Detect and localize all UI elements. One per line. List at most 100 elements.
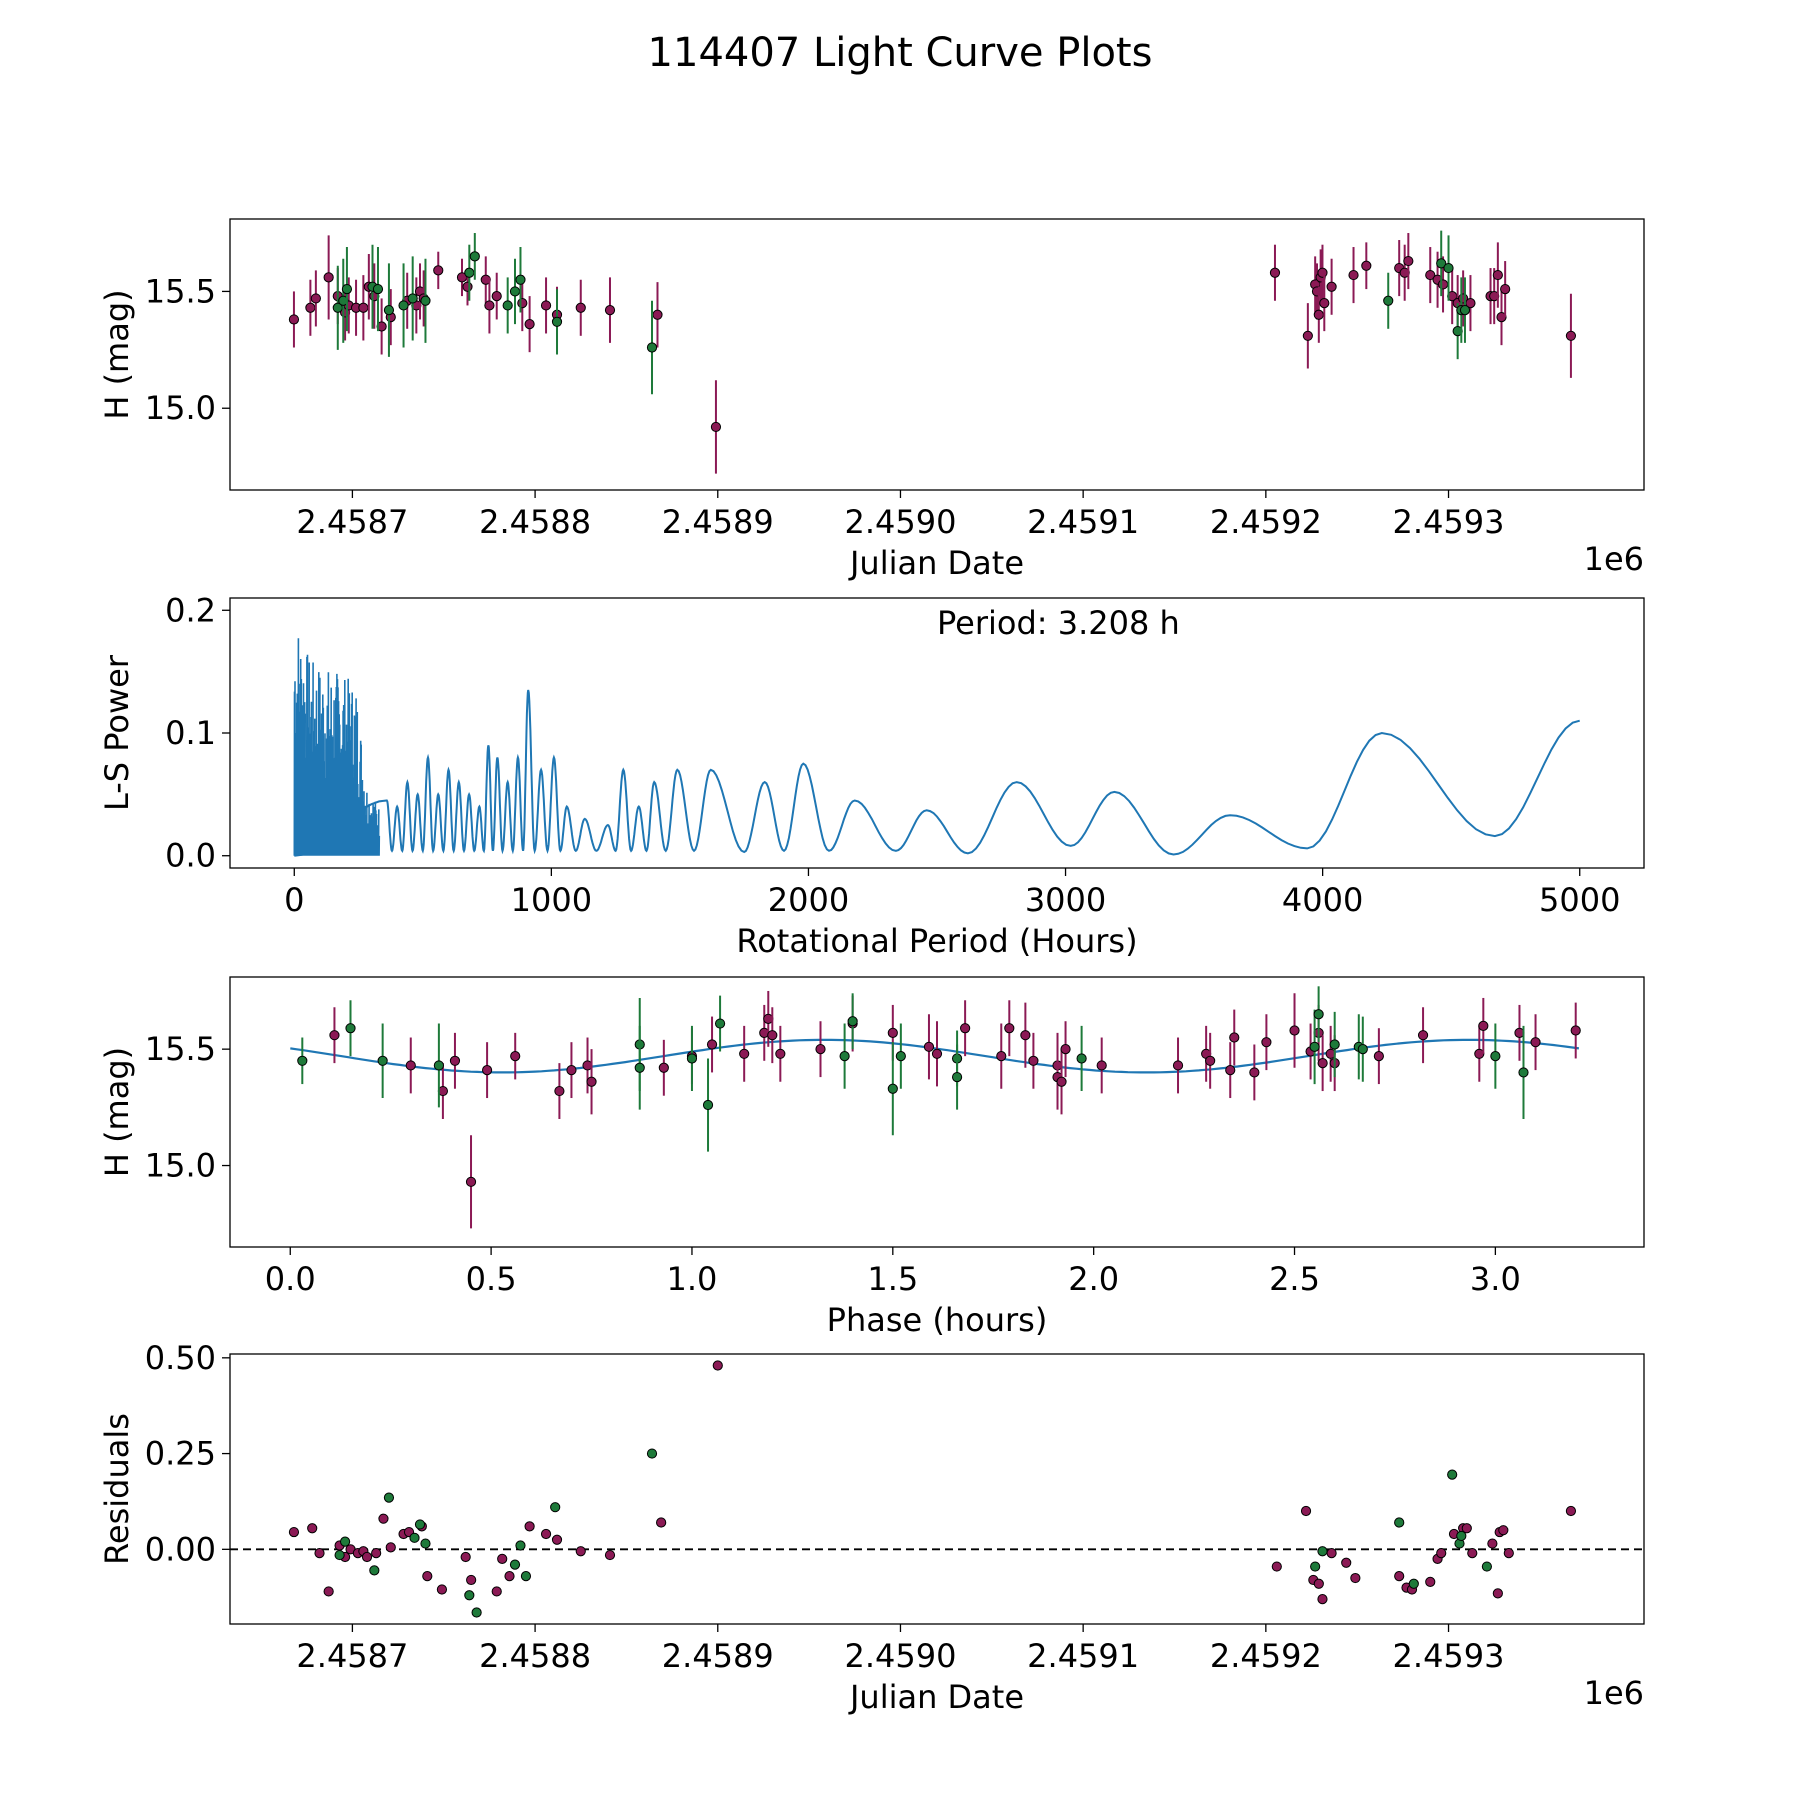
lightcurve-point-purple (1361, 260, 1372, 271)
lightcurve-point-purple (323, 272, 334, 283)
phased-point-green (895, 1051, 906, 1062)
lightcurve-point-purple (491, 290, 502, 302)
phased-point-green (887, 1083, 898, 1094)
lightcurve-point-purple (1302, 330, 1313, 341)
phased-point-green (951, 1071, 963, 1083)
lightcurve-xtick-label: 2.4588 (479, 503, 591, 541)
residuals-point-green (1408, 1578, 1419, 1589)
phased-point-purple (1020, 1030, 1031, 1041)
phased-point-purple (449, 1055, 461, 1066)
residuals-point-green (464, 1590, 475, 1601)
phased-point-purple (960, 1023, 971, 1034)
phased-point-purple (1225, 1065, 1236, 1076)
periodogram-ytick-label: 0.0 (165, 837, 216, 875)
phased-point-purple (586, 1076, 597, 1087)
periodogram-xtick-label: 3000 (1025, 881, 1106, 919)
residuals-point-purple (378, 1513, 389, 1524)
phased-point-purple (510, 1051, 521, 1062)
residuals-ytick-label: 0.25 (145, 1435, 216, 1473)
residuals-point-purple (1565, 1505, 1577, 1517)
phased-point-green (297, 1055, 308, 1066)
phased-point-green (686, 1053, 698, 1064)
figure-title: 114407 Light Curve Plots (648, 30, 1153, 76)
phased-point-purple (815, 1044, 826, 1055)
residuals-point-purple (1394, 1571, 1405, 1582)
phased-point-purple (1028, 1055, 1039, 1066)
periodogram-xlabel: Rotational Period (Hours) (736, 922, 1137, 960)
residuals-point-purple (1492, 1588, 1503, 1599)
residuals-point-purple (323, 1586, 334, 1597)
phased-point-purple (1289, 1025, 1300, 1036)
periodogram-xtick-label: 0 (284, 881, 304, 919)
residuals-point-green (369, 1565, 380, 1576)
phased-point-green (1518, 1067, 1529, 1078)
residuals-point-green (383, 1492, 395, 1503)
residuals-point-purple (1300, 1505, 1312, 1517)
residuals-point-purple (524, 1521, 535, 1532)
phased-point-green (634, 1062, 645, 1073)
residuals-point-green (550, 1502, 561, 1513)
phased-xtick-label: 2.0 (1068, 1260, 1119, 1298)
phased-point-purple (1317, 1058, 1328, 1069)
lightcurve-point-green (469, 251, 480, 262)
lightcurve-point-purple (1492, 269, 1503, 281)
residuals-point-purple (1436, 1548, 1447, 1559)
lightcurve-point-purple (462, 281, 473, 292)
lightcurve-point-purple (484, 300, 495, 311)
lightcurve-point-green (509, 286, 521, 297)
phased-point-purple (1172, 1060, 1184, 1071)
residuals-point-green (509, 1559, 521, 1570)
residuals-point-green (420, 1538, 431, 1549)
periodogram-annotation: Period: 3.208 h (937, 604, 1180, 642)
plots-container: 2.4587 2.4588 2.4589 2.4590 2.4591 2.4592 2.45… (98, 218, 1645, 1716)
residuals-point-purple (460, 1551, 471, 1563)
lightcurve-ytick-label: 15.5 (145, 272, 216, 310)
phased-point-purple (1004, 1023, 1015, 1034)
periodogram-plot: Period: 3.208 h 0 1000 2000 3000 4000 5000 0.0 0… (98, 591, 1645, 960)
phased-point-purple (1056, 1076, 1067, 1087)
residuals-point-purple (288, 1526, 300, 1538)
lightcurve-point-green (551, 316, 563, 327)
residuals-point-purple (1350, 1572, 1361, 1584)
phased-ytick-label: 15.0 (145, 1147, 216, 1185)
periodogram-ylabel: L-S Power (98, 654, 136, 811)
lightcurve-point-green (1436, 258, 1447, 269)
residuals-xtick-label: 2.4590 (844, 1637, 956, 1675)
residuals-ylabel: Residuals (98, 1413, 136, 1565)
phased-point-purple (931, 1048, 943, 1059)
residuals-point-purple (1317, 1594, 1328, 1605)
periodogram-xtick-label: 5000 (1539, 881, 1620, 919)
phased-point-green (702, 1099, 714, 1111)
lightcurve-point-green (383, 305, 395, 316)
phased-point-purple (1417, 1030, 1429, 1041)
phased-point-green (1076, 1053, 1087, 1064)
phased-xtick-label: 3.0 (1470, 1260, 1521, 1298)
lightcurve-point-purple (652, 309, 663, 320)
residuals-point-purple (1425, 1576, 1436, 1587)
residuals-point-purple (1271, 1561, 1282, 1572)
residuals-point-purple (491, 1586, 502, 1597)
periodogram-dense-forest (293, 638, 381, 856)
residuals-offset-label: 1e6 (1584, 1674, 1644, 1712)
lightcurve-point-purple (1425, 269, 1436, 281)
residuals-point-purple (1467, 1548, 1478, 1559)
phased-ylabel: H (mag) (98, 1047, 136, 1177)
lightcurve-point-green (407, 293, 418, 304)
phased-point-green (847, 1016, 858, 1027)
lightcurve-point-green (515, 274, 526, 285)
residuals-point-green (409, 1532, 420, 1543)
lightcurve-point-purple (1319, 298, 1330, 309)
residuals-ytick-label: 0.50 (145, 1339, 216, 1377)
residuals-point-purple (436, 1584, 448, 1595)
lightcurve-point-purple (575, 302, 586, 313)
lightcurve-point-purple (540, 300, 552, 311)
phased-point-green (377, 1055, 388, 1066)
phased-xtick-label: 1.0 (667, 1260, 718, 1298)
lightcurve-point-purple (1317, 267, 1328, 278)
lightcurve-point-purple (604, 305, 616, 316)
residuals-point-purple (551, 1534, 563, 1545)
lightcurve-point-purple (1326, 281, 1337, 292)
phased-xtick-label: 1.5 (867, 1260, 918, 1298)
lightcurve-xlabel: Julian Date (848, 544, 1024, 582)
phased-point-purple (1229, 1032, 1240, 1043)
